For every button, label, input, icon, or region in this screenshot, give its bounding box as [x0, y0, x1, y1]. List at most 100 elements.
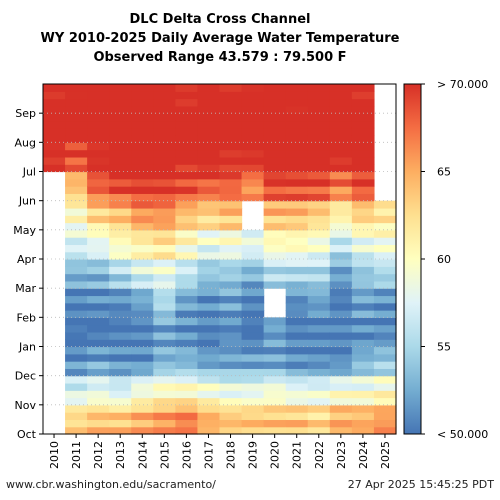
- heatmap-cell: [153, 251, 176, 260]
- heatmap-cell: [175, 149, 199, 158]
- heatmap-cell: [131, 91, 154, 100]
- heatmap-cell: [219, 215, 243, 224]
- heatmap-cell: [87, 339, 110, 348]
- heatmap-cell: [241, 419, 265, 428]
- heatmap-cell: [219, 200, 243, 209]
- heatmap-cell: [131, 324, 154, 333]
- heatmap-cell: [87, 302, 110, 311]
- heatmap-cell: [131, 251, 154, 260]
- heatmap-cell: [307, 339, 331, 348]
- heatmap-cell: [109, 353, 132, 362]
- y-tick-label: Oct: [17, 428, 37, 441]
- heatmap-cell: [175, 368, 199, 377]
- heatmap-cell: [307, 149, 331, 158]
- heatmap-cell: [263, 317, 287, 326]
- heatmap-cell: [307, 105, 331, 114]
- heatmap-cell: [131, 404, 154, 413]
- heatmap-cell: [131, 331, 154, 340]
- heatmap-cell: [263, 368, 287, 377]
- heatmap-cell: [87, 178, 110, 187]
- heatmap-cell: [197, 164, 221, 173]
- heatmap-cell: [241, 171, 265, 180]
- heatmap-cell: [87, 273, 110, 282]
- heatmap-cell: [241, 251, 265, 260]
- heatmap-cell: [109, 310, 132, 318]
- x-axis: 2010 2011 2012 2013 2014 2015 2016 2017 2018 2019…: [48, 434, 392, 469]
- heatmap-cell: [351, 419, 375, 428]
- heatmap-cell: [153, 331, 176, 340]
- heatmap-cell: [87, 156, 110, 165]
- heatmap-cell: [263, 346, 287, 355]
- heatmap-cell: [131, 361, 154, 369]
- heatmap-cell: [263, 426, 287, 435]
- x-tick-label: 2014: [136, 441, 149, 469]
- heatmap-cell: [131, 419, 154, 428]
- heatmap-cell: [131, 84, 154, 92]
- heatmap-cell: [219, 397, 243, 406]
- heatmap-cell: [307, 120, 331, 129]
- heatmap-cell: [197, 91, 221, 100]
- heatmap-cell: [351, 222, 375, 231]
- heatmap-cell: [285, 361, 309, 369]
- heatmap-cell: [307, 361, 331, 369]
- heatmap-cell: [153, 127, 176, 136]
- heatmap-cell: [307, 375, 331, 384]
- heatmap-cell: [263, 375, 287, 384]
- heatmap-cell: [65, 156, 88, 165]
- heatmap-cell: [285, 229, 309, 238]
- heatmap-cell: [153, 266, 176, 275]
- heatmap-cell: [131, 346, 154, 355]
- heatmap-cell: [285, 368, 309, 377]
- heatmap-cell: [373, 207, 397, 216]
- heatmap-cell: [131, 135, 154, 143]
- heatmap-cell: [263, 164, 287, 173]
- heatmap-cell: [109, 222, 132, 231]
- heatmap-cell: [43, 105, 66, 114]
- heatmap-cell: [219, 91, 243, 100]
- heatmap-cell: [219, 266, 243, 275]
- heatmap-cell: [241, 310, 265, 318]
- heatmap-cell: [373, 317, 397, 326]
- x-tick-label: 2016: [180, 441, 193, 469]
- heatmap-cell: [329, 164, 353, 173]
- heatmap-cell: [131, 113, 154, 122]
- heatmap-cell: [307, 237, 331, 246]
- heatmap-cell: [263, 113, 287, 122]
- heatmap-cell: [219, 135, 243, 143]
- heatmap-cell: [175, 266, 199, 275]
- heatmap-cell: [263, 324, 287, 333]
- heatmap-cell: [329, 390, 353, 399]
- heatmap-cell: [87, 324, 110, 333]
- heatmap-cell: [197, 251, 221, 260]
- heatmap-cell: [219, 412, 243, 421]
- heatmap-cell: [131, 339, 154, 348]
- heatmap-cell: [65, 346, 88, 355]
- heatmap-cell: [175, 98, 199, 107]
- heatmap-cell: [131, 142, 154, 151]
- heatmap-cell: [307, 207, 331, 216]
- heatmap-cell: [109, 419, 132, 428]
- heatmap-cell: [87, 310, 110, 318]
- heatmap-cell: [351, 105, 375, 114]
- heatmap-cell: [65, 382, 88, 391]
- heatmap-cell: [197, 295, 221, 304]
- heatmap-cell: [219, 302, 243, 311]
- heatmap-cell: [329, 353, 353, 362]
- heatmap-cell: [109, 178, 132, 187]
- heatmap-cell: [263, 280, 287, 289]
- heatmap-cell: [241, 302, 265, 311]
- heatmap-cell: [153, 215, 176, 224]
- heatmap-cell: [285, 244, 309, 253]
- heatmap-cell: [263, 98, 287, 107]
- x-tick-label: 2024: [357, 441, 370, 469]
- heatmap-cell: [263, 207, 287, 216]
- heatmap-cell: [263, 259, 287, 267]
- heatmap-cell: [241, 280, 265, 289]
- heatmap-cell: [285, 331, 309, 340]
- heatmap-cell: [219, 259, 243, 267]
- heatmap-cell: [285, 135, 309, 143]
- heatmap-cell: [373, 397, 397, 406]
- heatmap-cell: [219, 113, 243, 122]
- heatmap-cell: [241, 288, 265, 297]
- heatmap-cell: [131, 237, 154, 246]
